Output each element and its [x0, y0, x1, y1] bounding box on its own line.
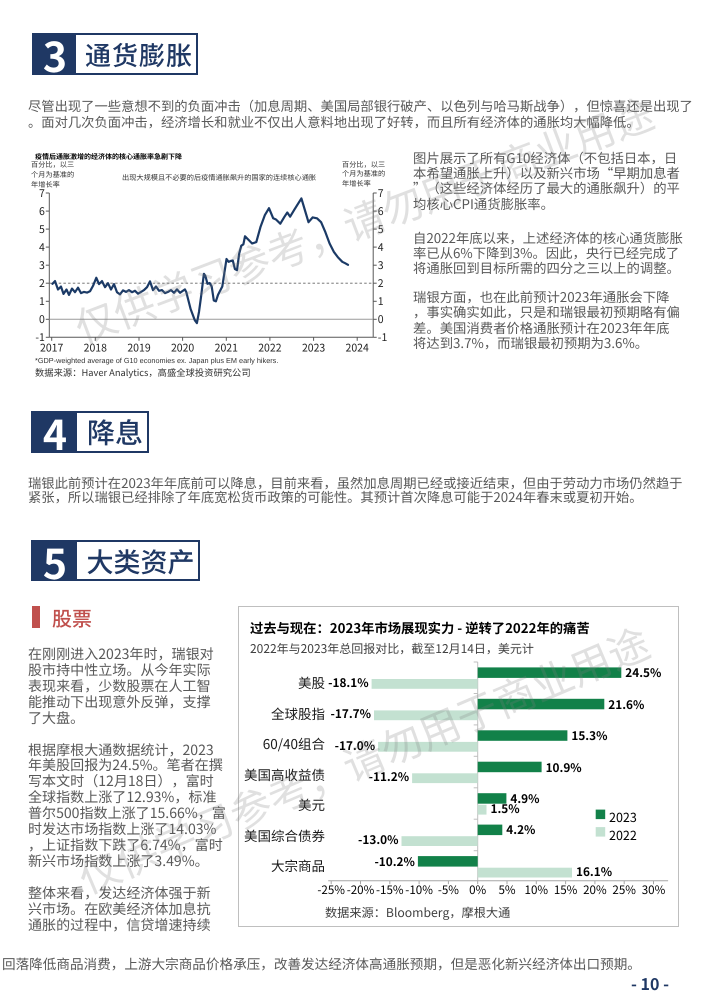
svg-text:1: 1 — [378, 294, 384, 309]
svg-text:-1: -1 — [35, 330, 45, 345]
svg-text:2: 2 — [39, 276, 45, 291]
svg-text:2017: 2017 — [40, 340, 63, 355]
svg-text:2020: 2020 — [171, 340, 194, 355]
svg-text:2021: 2021 — [215, 340, 238, 355]
svg-text:3: 3 — [378, 258, 384, 273]
svg-text:5: 5 — [39, 222, 45, 237]
svg-text:6: 6 — [378, 204, 384, 219]
svg-text:4: 4 — [39, 240, 45, 255]
svg-text:2024: 2024 — [346, 340, 369, 355]
svg-text:2022: 2022 — [258, 340, 281, 355]
svg-text:6: 6 — [39, 204, 45, 219]
svg-text:2019: 2019 — [127, 340, 150, 355]
svg-text:5: 5 — [378, 222, 384, 237]
svg-text:2: 2 — [378, 276, 384, 291]
svg-text:0: 0 — [39, 312, 45, 327]
svg-text:1: 1 — [39, 294, 45, 309]
svg-text:7: 7 — [378, 186, 384, 201]
svg-text:7: 7 — [39, 186, 45, 201]
svg-text:4: 4 — [378, 240, 384, 255]
svg-text:2018: 2018 — [84, 340, 107, 355]
svg-text:0: 0 — [378, 312, 384, 327]
svg-text:-1: -1 — [378, 330, 388, 345]
svg-text:3: 3 — [39, 258, 45, 273]
svg-text:2023: 2023 — [302, 340, 325, 355]
